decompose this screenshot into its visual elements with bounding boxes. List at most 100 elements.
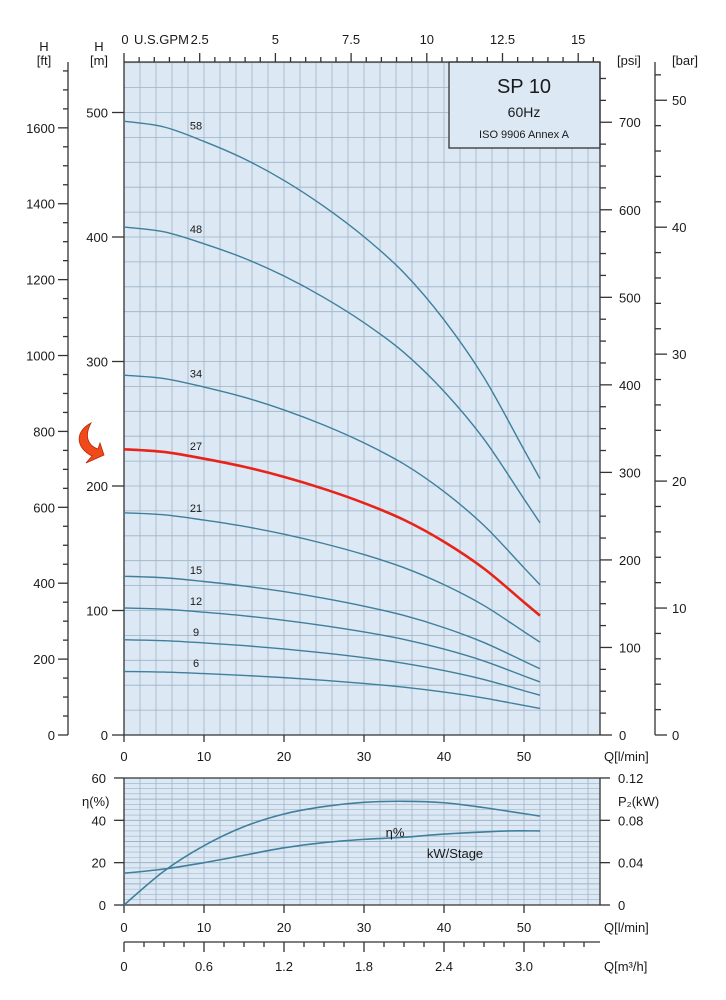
- title-box: [448, 61, 601, 149]
- main-plot-area: [124, 62, 600, 735]
- bar-axis-title: [bar]: [672, 53, 698, 68]
- psi-tick-label: 300: [619, 465, 641, 480]
- bar-tick-label: 40: [672, 220, 686, 235]
- head-curve-12-stages: [123, 607, 541, 683]
- m-tick-label: 0: [101, 728, 108, 743]
- ft-tick-label: 1400: [26, 197, 55, 212]
- bar-tick-label: 30: [672, 347, 686, 362]
- m-tick-label: 300: [86, 355, 108, 370]
- gpm-tick-label: 7.5: [342, 32, 360, 47]
- m-axis-title: H: [94, 39, 103, 54]
- standard-label: ISO 9906 Annex A: [479, 129, 570, 141]
- frequency-label: 60Hz: [508, 104, 541, 120]
- psi-tick-label: 100: [619, 640, 641, 655]
- q-tick-label: 10: [197, 920, 211, 935]
- main-x-axis-title: Q[l/min]: [604, 749, 649, 764]
- power-tick-label: 0.04: [618, 856, 643, 871]
- ft-tick-label: 200: [33, 652, 55, 667]
- pump-model-title: SP 10: [497, 76, 551, 98]
- head-curve-9-stages: [123, 639, 541, 696]
- m3h-tick-label: 3.0: [515, 959, 533, 974]
- curve-label-6: 6: [193, 658, 199, 670]
- ft-tick-label: 0: [48, 728, 55, 743]
- ft-axis-title: H: [39, 39, 48, 54]
- power-tick-label: 0.08: [618, 813, 643, 828]
- m3h-axis-title: Q[m³/h]: [604, 959, 647, 974]
- ft-tick-label: 800: [33, 424, 55, 439]
- q-tick-label: 50: [517, 749, 531, 764]
- q-tick-label: 20: [277, 749, 291, 764]
- power-axis-title: P₂(kW): [618, 794, 659, 809]
- curve-label-9: 9: [193, 627, 199, 639]
- bar-tick-label: 0: [672, 728, 679, 743]
- psi-tick-label: 500: [619, 290, 641, 305]
- q-tick-label: 30: [357, 920, 371, 935]
- head-curve-48-stages: [123, 226, 541, 524]
- ft-tick-label: 1600: [26, 121, 55, 136]
- curve-label-48: 48: [190, 224, 202, 236]
- power-tick-label: 0: [618, 898, 625, 913]
- bar-tick-label: 50: [672, 93, 686, 108]
- eff-tick-label: 40: [92, 813, 106, 828]
- eff-tick-label: 60: [92, 771, 106, 786]
- head-curve-6-stages: [123, 670, 541, 710]
- m-tick-label: 100: [86, 604, 108, 619]
- psi-tick-label: 600: [619, 203, 641, 218]
- gpm-tick-label: 5: [272, 32, 279, 47]
- psi-tick-label: 0: [619, 728, 626, 743]
- head-curve-15-stages: [123, 575, 541, 670]
- highlight-arrow-icon: [78, 422, 105, 464]
- bar-tick-label: 20: [672, 474, 686, 489]
- curve-label-15: 15: [190, 565, 202, 577]
- power-tick-label: 0.12: [618, 771, 643, 786]
- bar-tick-label: 10: [672, 601, 686, 616]
- m-axis-unit: [m]: [90, 53, 108, 68]
- head-curve-34-stages: [123, 374, 541, 586]
- q-tick-label: 0: [120, 749, 127, 764]
- ft-tick-label: 1000: [26, 349, 55, 364]
- gpm-axis-title: U.S.GPM: [134, 32, 189, 47]
- m3h-tick-label: 1.2: [275, 959, 293, 974]
- q-tick-label: 20: [277, 920, 291, 935]
- efficiency-curve: [123, 800, 541, 906]
- efficiency-curve-label: η%: [386, 825, 405, 840]
- head-curve-21-stages: [123, 512, 541, 643]
- curve-label-27: 27: [190, 441, 202, 453]
- head-curve-58-stages: [123, 120, 541, 479]
- m3h-tick-label: 2.4: [435, 959, 453, 974]
- lower-x-axis-title: Q[l/min]: [604, 920, 649, 935]
- q-tick-label: 30: [357, 749, 371, 764]
- gpm-tick-label: 0: [121, 32, 128, 47]
- curve-label-34: 34: [190, 369, 202, 381]
- power-per-stage-curve: [123, 830, 541, 875]
- q-tick-label: 40: [437, 920, 451, 935]
- q-tick-label: 0: [120, 920, 127, 935]
- gpm-tick-label: 15: [571, 32, 585, 47]
- gpm-tick-label: 2.5: [191, 32, 209, 47]
- m-tick-label: 400: [86, 230, 108, 245]
- head-curve-27-stages: [123, 447, 541, 617]
- gpm-tick-label: 12.5: [490, 32, 515, 47]
- psi-tick-label: 700: [619, 115, 641, 130]
- q-tick-label: 50: [517, 920, 531, 935]
- ft-tick-label: 400: [33, 576, 55, 591]
- m3h-tick-label: 0: [120, 959, 127, 974]
- m-tick-label: 200: [86, 479, 108, 494]
- ft-tick-label: 1200: [26, 273, 55, 288]
- ft-axis-unit: [ft]: [37, 53, 51, 68]
- psi-axis-title: [psi]: [617, 53, 641, 68]
- curve-label-12: 12: [190, 596, 202, 608]
- q-tick-label: 10: [197, 749, 211, 764]
- q-tick-label: 40: [437, 749, 451, 764]
- psi-tick-label: 200: [619, 553, 641, 568]
- curve-label-21: 21: [190, 503, 202, 515]
- psi-tick-label: 400: [619, 378, 641, 393]
- curve-label-58: 58: [190, 121, 202, 133]
- m3h-tick-label: 0.6: [195, 959, 213, 974]
- gpm-tick-label: 10: [420, 32, 434, 47]
- efficiency-axis-title: η(%): [82, 794, 109, 809]
- power-curve-label: kW/Stage: [427, 846, 483, 861]
- eff-tick-label: 20: [92, 856, 106, 871]
- m3h-tick-label: 1.8: [355, 959, 373, 974]
